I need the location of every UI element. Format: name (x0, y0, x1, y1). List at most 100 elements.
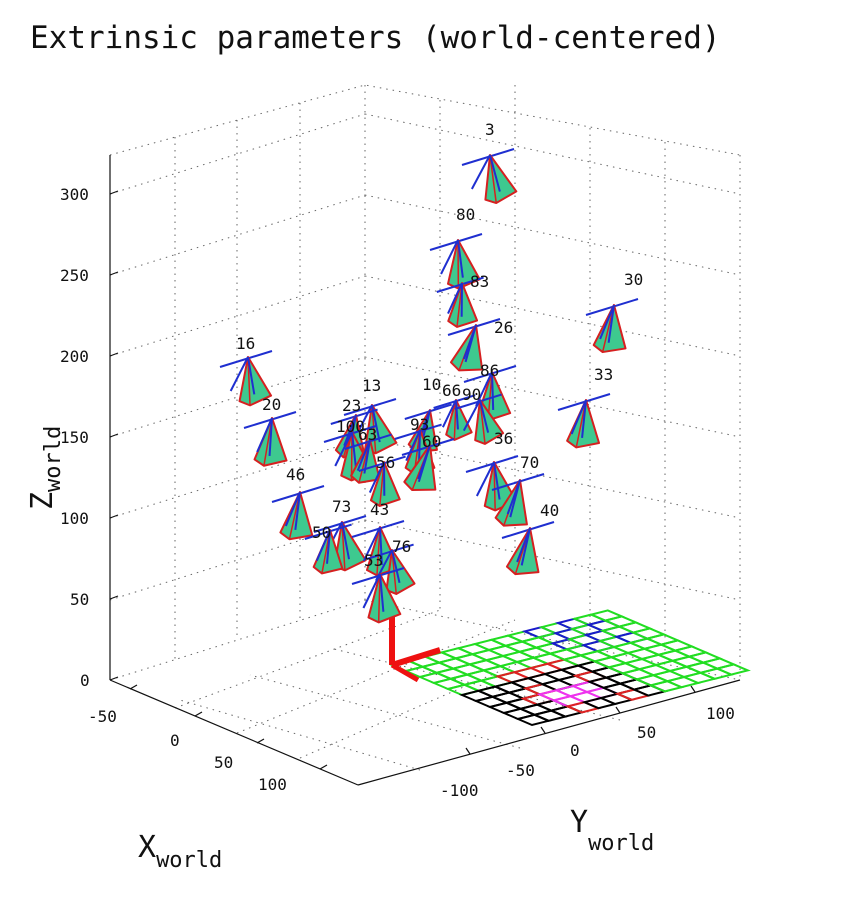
svg-text:Zworld: Zworld (25, 426, 66, 510)
camera-pose: 73 (313, 497, 367, 572)
calibration-grid-cell (658, 639, 695, 652)
z-tick-label: 250 (60, 266, 89, 285)
camera-axis (243, 411, 297, 429)
camera-axis (284, 491, 301, 527)
camera-label: 43 (370, 500, 389, 519)
camera-optical-axis (363, 439, 371, 474)
calibration-grid-cell (714, 663, 751, 676)
x-tick-label: 100 (258, 775, 287, 794)
calibration-grid-cell (616, 621, 653, 634)
calibration-grid-cell (700, 657, 737, 670)
y-axis-title: Yworld (570, 805, 654, 856)
calibration-grid-cell (672, 645, 709, 658)
camera-optical-axis (607, 304, 615, 343)
camera-axis (356, 439, 371, 471)
camera-optical-axis (326, 529, 331, 564)
camera-pose: 76 (366, 537, 416, 595)
x-axis-title-sub: world (156, 848, 222, 873)
camera-axis (256, 417, 273, 453)
camera-optical-axis (268, 417, 273, 457)
camera-pose: 26 (447, 318, 513, 372)
camera-label: 100 (336, 417, 365, 436)
camera-pose: 20 (243, 395, 297, 467)
camera-optical-axis (509, 479, 521, 518)
camera-optical-axis (391, 549, 401, 584)
camera-label: 3 (485, 120, 495, 139)
camera-pose: 30 (585, 270, 643, 354)
camera-pose: 80 (429, 205, 483, 290)
camera-pose: 50 (304, 523, 352, 575)
axis-lines (109, 155, 741, 786)
calibration-grid-cell (686, 651, 723, 664)
camera-pose: 40 (501, 501, 559, 576)
y-axis-title-sub: world (588, 831, 654, 856)
x-tick-labels: -50 0 50 100 (88, 707, 287, 794)
y-tick-label: 0 (570, 741, 580, 760)
camera-optical-axis (479, 399, 490, 433)
camera-frustum-edge (371, 404, 377, 454)
camera-label: 76 (392, 537, 411, 556)
camera-label: 13 (362, 376, 381, 395)
camera-axis (475, 371, 493, 407)
camera-axis (405, 429, 421, 462)
camera-axis (470, 154, 491, 190)
camera-label: 16 (236, 334, 255, 353)
camera-axis (368, 461, 385, 494)
z-tick-label: 0 (80, 671, 90, 690)
y-tick-labels: -100 -50 0 50 100 (440, 704, 735, 800)
camera-optical-axis (493, 461, 501, 500)
z-axis-title-sub: world (41, 426, 66, 492)
camera-label: 23 (342, 396, 361, 415)
camera-optical-axis (418, 429, 421, 464)
camera-optical-axis (455, 399, 459, 430)
camera-label: 93 (410, 415, 429, 434)
camera-label: 30 (624, 270, 643, 289)
x-axis-title-main: X (138, 830, 156, 865)
z-tick-label: 100 (60, 509, 89, 528)
camera-pose: 90 (454, 385, 505, 445)
camera-label: 53 (364, 551, 383, 570)
z-tick-label: 300 (60, 185, 89, 204)
camera-label: 33 (594, 365, 613, 384)
camera-axis (315, 529, 331, 561)
x-tick-label: 0 (170, 731, 180, 750)
camera-optical-axis (581, 399, 587, 439)
camera-label: 63 (358, 425, 377, 444)
camera-label: 86 (480, 361, 499, 380)
camera-label: 66 (442, 381, 461, 400)
calibration-grid-cell (602, 615, 639, 628)
camera-axis (362, 573, 381, 609)
camera-pose: 63 (344, 425, 392, 484)
camera-axis (570, 399, 587, 435)
camera-axis (362, 526, 381, 562)
camera-pose: 56 (358, 453, 406, 507)
camera-label: 10 (422, 375, 441, 394)
calibration-grid-cell (588, 609, 625, 622)
z-tick-label: 50 (70, 590, 89, 609)
camera-label: 50 (312, 523, 331, 542)
y-tick-label: 100 (706, 704, 735, 723)
camera-optical-axis (379, 526, 383, 565)
camera-frustum (484, 154, 518, 205)
camera-frustum-edge (341, 521, 346, 571)
camera-axis (599, 304, 615, 340)
camera-label: 56 (376, 453, 395, 472)
camera-axis (229, 356, 249, 392)
y-tick-label: -50 (506, 761, 535, 780)
camera-pose: 70 (491, 453, 545, 527)
camera-pose: 60 (401, 432, 455, 492)
camera-label: 36 (494, 429, 513, 448)
camera-axis (475, 461, 495, 497)
camera-optical-axis (294, 491, 301, 530)
z-axis-title-main: Z (25, 492, 60, 510)
camera-pose: 16 (219, 334, 273, 407)
camera-frustum-edge (489, 154, 497, 204)
camera-label: 80 (456, 205, 475, 224)
camera-label: 73 (332, 497, 351, 516)
camera-axis (334, 431, 353, 467)
camera-optical-axis (489, 154, 501, 192)
camera-poses: 3 80 83 30 26 16 86 33 10 13 66 20 23 90 100 93 63 60 36 56… (219, 120, 643, 624)
camera-optical-axis (379, 573, 385, 612)
camera-label: 40 (540, 501, 559, 520)
